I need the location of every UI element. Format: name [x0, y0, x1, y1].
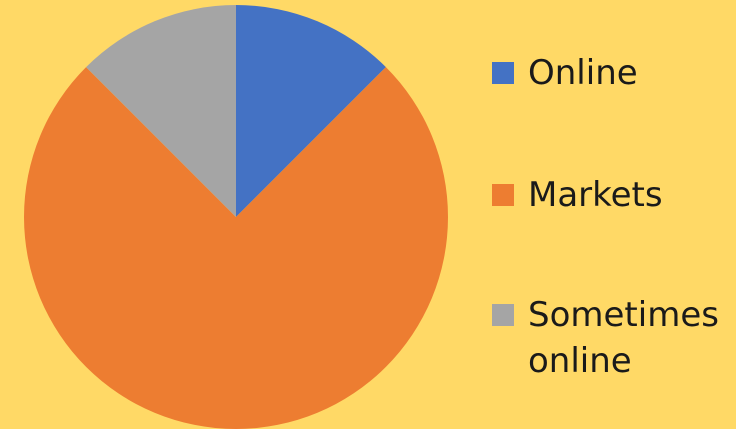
legend-label-sometimes-online: Sometimes online	[528, 295, 719, 381]
legend-item-online: Online	[492, 50, 728, 96]
pie-slice-markets	[23, 67, 448, 429]
legend-label-online: Online	[528, 53, 638, 93]
legend-item-sometimes-online: Sometimes online	[492, 292, 728, 384]
legend-swatch-online	[492, 62, 514, 84]
legend: Online Markets Sometimes online	[492, 0, 736, 429]
legend-item-markets: Markets	[492, 172, 728, 218]
legend-swatch-sometimes-online	[492, 304, 514, 326]
pie-slice-online	[236, 5, 386, 217]
pie-slice-sometimes-online	[86, 4, 236, 217]
legend-label-markets: Markets	[528, 175, 663, 215]
legend-swatch-markets	[492, 184, 514, 206]
pie-chart	[23, 4, 448, 429]
